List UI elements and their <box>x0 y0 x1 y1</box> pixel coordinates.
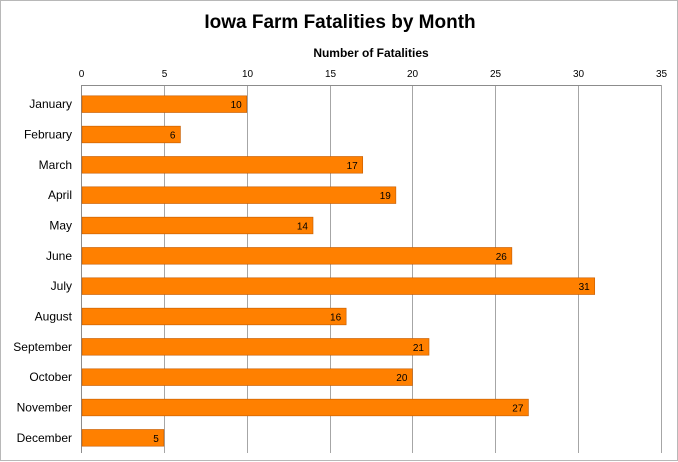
x-tick-label: 15 <box>325 69 337 80</box>
data-label: 27 <box>512 404 524 415</box>
chart-title: Iowa Farm Fatalities by Month <box>204 12 475 33</box>
x-tick-label: 5 <box>162 69 168 80</box>
category-label: September <box>13 340 72 354</box>
x-axis-title: Number of Fatalities <box>313 46 429 60</box>
data-label: 5 <box>153 434 159 445</box>
data-label: 19 <box>380 191 392 202</box>
category-label: August <box>35 310 73 324</box>
data-label: 10 <box>231 100 243 111</box>
bar <box>81 338 430 356</box>
category-label: February <box>24 128 72 142</box>
bar <box>81 186 397 204</box>
bar <box>81 216 314 235</box>
data-label: 17 <box>347 161 359 172</box>
y-axis-categories: January February March April May June July Augu… <box>13 97 72 445</box>
x-axis-ticks: 0 5 10 15 20 25 30 35 <box>79 69 668 80</box>
x-tick-label: 35 <box>656 69 668 80</box>
bar <box>81 156 364 174</box>
x-tick-label: 30 <box>573 69 585 80</box>
category-label: April <box>48 188 72 202</box>
category-label: January <box>29 97 72 111</box>
x-tick-label: 0 <box>79 69 85 80</box>
bar <box>81 429 165 447</box>
gridlines <box>81 85 662 453</box>
data-label: 26 <box>496 252 508 263</box>
bar <box>81 368 413 386</box>
data-label: 14 <box>297 222 309 233</box>
bar <box>81 398 529 417</box>
x-tick-label: 20 <box>407 69 419 80</box>
data-label: 16 <box>330 313 342 324</box>
bar <box>81 277 596 295</box>
bars <box>81 95 596 447</box>
data-label: 20 <box>396 373 408 384</box>
bar <box>81 307 347 326</box>
bar <box>81 95 248 113</box>
category-label: July <box>51 279 72 293</box>
data-label: 31 <box>579 282 591 293</box>
category-label: October <box>29 370 72 384</box>
category-label: May <box>49 219 72 233</box>
category-label: November <box>17 401 72 415</box>
category-label: June <box>46 249 72 263</box>
data-label: 6 <box>170 131 176 142</box>
bar <box>81 125 181 144</box>
category-label: March <box>39 158 72 172</box>
x-tick-label: 10 <box>242 69 254 80</box>
bar <box>81 247 513 265</box>
category-label: December <box>17 431 72 445</box>
data-label: 21 <box>413 343 425 354</box>
data-labels: 10 6 17 19 14 26 31 16 21 20 27 5 <box>153 100 590 445</box>
x-tick-label: 25 <box>490 69 502 80</box>
